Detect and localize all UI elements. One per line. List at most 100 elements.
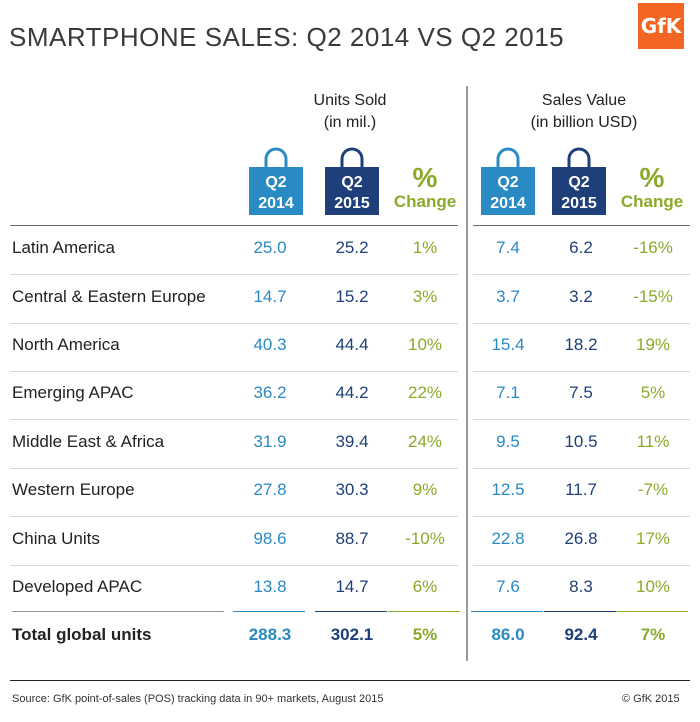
cell-v15: 10.5: [564, 432, 598, 451]
value-change-header: % Change: [617, 164, 687, 212]
cell-v15: 3.2: [569, 287, 593, 306]
cell-vch: 10%: [635, 577, 671, 596]
row-divider: [473, 468, 690, 469]
copyright-note: © GfK 2015: [622, 693, 680, 705]
sales-value-header: Sales Value (in billion USD): [509, 90, 659, 134]
cell-v15: 7.5: [569, 383, 593, 402]
gfk-logo: GfK: [638, 3, 684, 49]
row-label: Central & Eastern Europe: [12, 287, 206, 306]
cell-u14: 36.2: [253, 383, 287, 402]
row-label: Emerging APAC: [12, 383, 134, 402]
row-divider: [473, 371, 690, 372]
row-label: Total global units: [12, 625, 152, 644]
cell-v14: 7.6: [496, 577, 520, 596]
source-note: Source: GfK point-of-sales (POS) trackin…: [12, 693, 384, 705]
sales-value-header-line1: Sales Value: [541, 92, 627, 109]
change-word: Change: [393, 192, 457, 211]
cell-v14: 12.5: [491, 480, 525, 499]
cell-vch: 19%: [635, 335, 671, 354]
row-divider: [10, 419, 458, 420]
change-word: Change: [620, 192, 684, 211]
bag-label-year: 2015: [561, 195, 597, 212]
cell-u14: 13.8: [253, 577, 287, 596]
bag-label-q2: Q2: [341, 174, 362, 191]
cell-u15: 39.4: [335, 432, 369, 451]
cell-u14: 25.0: [253, 238, 287, 257]
bag-label-year: 2014: [490, 195, 526, 212]
cell-v15: 18.2: [564, 335, 598, 354]
total-rule-u14: [233, 611, 305, 612]
row-divider: [10, 565, 458, 566]
cell-u14: 288.3: [248, 625, 292, 644]
cell-v14: 9.5: [496, 432, 520, 451]
cell-uch: 5%: [412, 625, 438, 644]
column-divider: [466, 86, 468, 661]
cell-u15: 25.2: [335, 238, 369, 257]
total-rule-u15: [315, 611, 387, 612]
cell-u14: 31.9: [253, 432, 287, 451]
cell-uch: 24%: [407, 432, 443, 451]
row-divider: [10, 468, 458, 469]
row-divider: [10, 516, 458, 517]
sales-value-header-line2: (in billion USD): [530, 114, 638, 131]
cell-uch: -10%: [405, 529, 445, 548]
cell-v14: 3.7: [496, 287, 520, 306]
bag-label-q2: Q2: [265, 174, 286, 191]
cell-v15: 6.2: [569, 238, 593, 257]
row-label: China Units: [12, 529, 100, 548]
row-label: North America: [12, 335, 120, 354]
cell-u15: 88.7: [335, 529, 369, 548]
cell-u14: 27.8: [253, 480, 287, 499]
shopping-bag-icon-2015-units: Q2 2015: [325, 147, 379, 215]
shopping-bag-icon-2014-units: Q2 2014: [249, 147, 303, 215]
row-label: Developed APAC: [12, 577, 143, 596]
row-divider: [473, 516, 690, 517]
cell-uch: 10%: [407, 335, 443, 354]
header-rule-right: [473, 225, 690, 226]
row-divider: [473, 419, 690, 420]
cell-u15: 44.2: [335, 383, 369, 402]
cell-vch: 17%: [635, 529, 671, 548]
percent-symbol: %: [412, 162, 438, 193]
total-rule-v14: [471, 611, 543, 612]
cell-v14: 22.8: [491, 529, 525, 548]
total-rule-uch: [388, 611, 460, 612]
cell-v15: 8.3: [569, 577, 593, 596]
row-divider: [10, 371, 458, 372]
cell-u14: 40.3: [253, 335, 287, 354]
cell-vch: 5%: [640, 383, 666, 402]
row-label: Latin America: [12, 238, 115, 257]
cell-uch: 9%: [412, 480, 438, 499]
cell-v14: 86.0: [491, 625, 525, 644]
cell-v14: 15.4: [491, 335, 525, 354]
cell-v14: 7.4: [496, 238, 520, 257]
row-divider: [10, 323, 458, 324]
total-rule-v15: [544, 611, 616, 612]
row-divider: [10, 274, 458, 275]
cell-uch: 22%: [407, 383, 443, 402]
units-sold-header-line1: Units Sold: [313, 92, 387, 109]
cell-u15: 44.4: [335, 335, 369, 354]
bag-label-q2: Q2: [568, 174, 589, 191]
cell-vch: -16%: [633, 238, 673, 257]
total-rule-vch: [616, 611, 688, 612]
total-rule-label: [12, 611, 224, 612]
cell-v15: 92.4: [564, 625, 598, 644]
cell-uch: 3%: [412, 287, 438, 306]
bag-label-year: 2015: [334, 195, 370, 212]
cell-uch: 6%: [412, 577, 438, 596]
units-change-header: % Change: [390, 164, 460, 212]
row-label: Middle East & Africa: [12, 432, 165, 451]
row-divider: [473, 565, 690, 566]
bag-label-year: 2014: [258, 195, 294, 212]
header-rule-left: [10, 225, 458, 226]
percent-symbol: %: [639, 162, 665, 193]
row-divider: [473, 323, 690, 324]
shopping-bag-icon-2014-value: Q2 2014: [481, 147, 535, 215]
cell-vch: 7%: [640, 625, 666, 644]
shopping-bag-icon-2015-value: Q2 2015: [552, 147, 606, 215]
cell-vch: -15%: [633, 287, 673, 306]
bottom-rule: [10, 680, 690, 681]
cell-u15: 30.3: [335, 480, 369, 499]
cell-v14: 7.1: [496, 383, 520, 402]
